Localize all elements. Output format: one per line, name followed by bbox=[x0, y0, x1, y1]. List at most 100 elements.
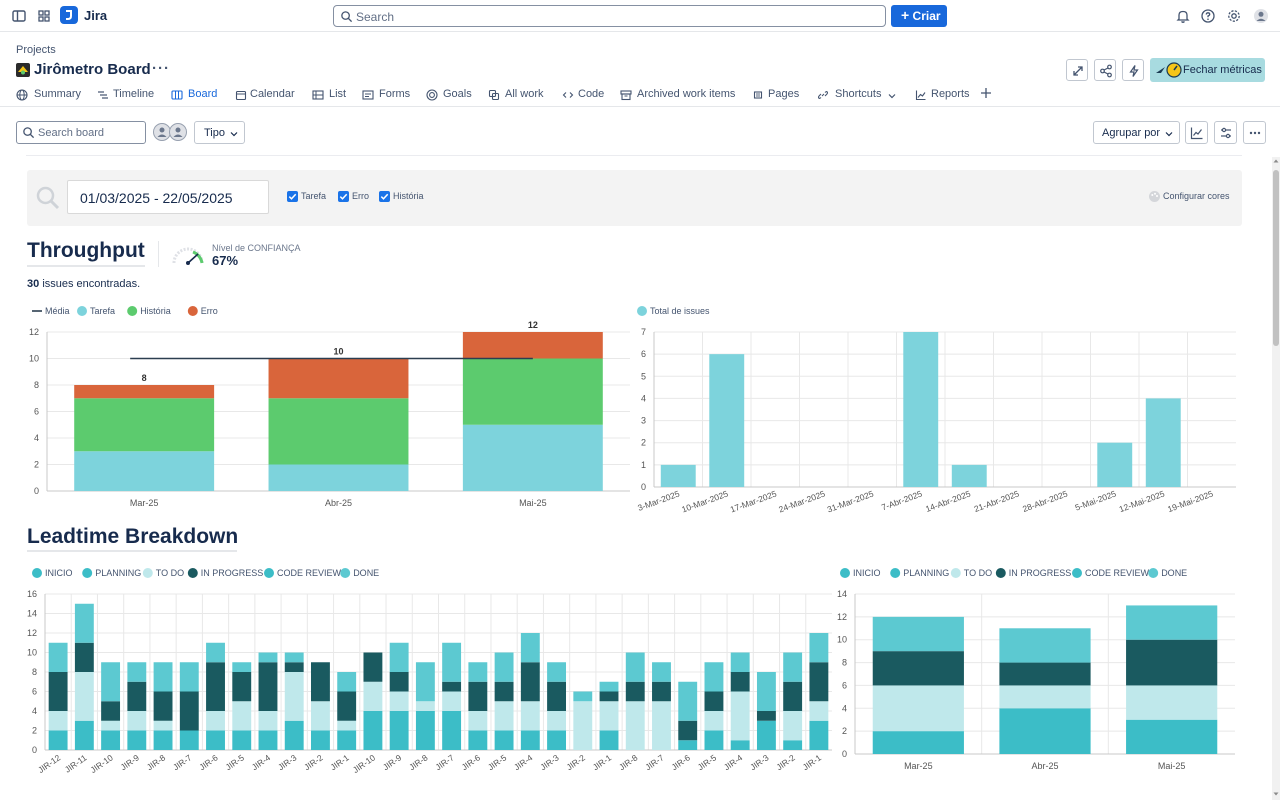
bar-segment bbox=[573, 691, 593, 702]
search-board-input[interactable]: Search board bbox=[16, 121, 146, 144]
bar-segment bbox=[520, 730, 540, 750]
legend-label: DONE bbox=[1161, 568, 1187, 578]
legend-swatch bbox=[77, 306, 87, 316]
bar-segment bbox=[153, 662, 173, 692]
checkbox-tarefa[interactable] bbox=[287, 191, 298, 202]
bar-segment bbox=[730, 691, 750, 741]
tipo-filter-button[interactable]: Tipo bbox=[194, 121, 245, 144]
global-search-input[interactable]: Search bbox=[333, 5, 886, 27]
date-range-input[interactable]: 01/03/2025 - 22/05/2025 bbox=[67, 180, 269, 214]
y-tick-label: 4 bbox=[34, 433, 39, 443]
bar-segment bbox=[599, 701, 619, 731]
scrollbar-thumb[interactable] bbox=[1273, 170, 1279, 346]
expand-icon bbox=[1073, 66, 1083, 76]
y-tick-label: 10 bbox=[29, 354, 39, 364]
settings-icon[interactable] bbox=[1226, 8, 1242, 24]
bar-segment bbox=[363, 681, 383, 711]
fechar-metricas-button[interactable]: Fechar métricas bbox=[1150, 58, 1265, 82]
bar-segment bbox=[494, 701, 514, 731]
x-tick-label: JIR-4 bbox=[722, 752, 745, 772]
app-switcher-icon[interactable] bbox=[36, 8, 52, 24]
legend-swatch bbox=[127, 306, 138, 316]
bar-segment bbox=[809, 720, 829, 750]
bar-segment bbox=[494, 681, 514, 702]
fechar-metricas-label: Fechar métricas bbox=[1183, 64, 1262, 76]
breadcrumb[interactable]: Projects bbox=[16, 44, 56, 56]
bar-segment bbox=[74, 642, 94, 672]
jira-logo-icon[interactable] bbox=[60, 6, 78, 24]
bar-segment bbox=[48, 642, 68, 672]
x-tick-label: 5-Mai-2025 bbox=[1074, 488, 1118, 512]
bar-segment bbox=[783, 681, 803, 711]
bar-segment bbox=[74, 672, 94, 721]
avatar[interactable] bbox=[169, 123, 187, 141]
check-icon bbox=[339, 193, 348, 200]
bar-segment bbox=[520, 701, 540, 731]
more-actions-button[interactable]: ··· bbox=[152, 60, 170, 77]
agrupar-por-button[interactable]: Agrupar por bbox=[1093, 121, 1180, 144]
fullscreen-button[interactable] bbox=[1066, 59, 1088, 81]
bar bbox=[1145, 398, 1181, 487]
y-tick-label: 0 bbox=[842, 749, 847, 759]
legend-swatch bbox=[264, 568, 274, 578]
bar-segment bbox=[268, 464, 409, 491]
share-button[interactable] bbox=[1094, 59, 1116, 81]
create-button[interactable]: + Criar bbox=[891, 5, 947, 27]
x-tick-label: Mai-25 bbox=[1158, 761, 1186, 771]
more-options-button[interactable] bbox=[1243, 121, 1266, 144]
agrupar-label: Agrupar por bbox=[1102, 127, 1161, 139]
y-tick-label: 12 bbox=[29, 327, 39, 337]
confidence-gauge-icon bbox=[172, 247, 204, 265]
scrollbar-track[interactable] bbox=[1272, 157, 1280, 800]
view-settings-button[interactable] bbox=[1214, 121, 1237, 144]
tab-label: Archived work items bbox=[637, 88, 736, 100]
automation-button[interactable] bbox=[1122, 59, 1144, 81]
bar-segment bbox=[599, 730, 619, 750]
y-tick-label: 8 bbox=[34, 380, 39, 390]
sidebar-toggle-icon[interactable] bbox=[11, 8, 27, 24]
bar-segment bbox=[48, 730, 68, 750]
x-tick-label: JIR-1 bbox=[328, 752, 351, 772]
checkbox-historia[interactable] bbox=[379, 191, 390, 202]
scroll-down-icon[interactable] bbox=[1272, 790, 1280, 798]
scroll-up-icon[interactable] bbox=[1272, 157, 1280, 165]
avatar[interactable] bbox=[153, 123, 171, 141]
legend-label: Total de issues bbox=[650, 306, 710, 316]
checkbox-erro[interactable] bbox=[338, 191, 349, 202]
bar-segment bbox=[547, 681, 566, 711]
bar-segment bbox=[652, 662, 671, 682]
notifications-icon[interactable] bbox=[1175, 8, 1191, 24]
bar-segment bbox=[232, 672, 252, 702]
divider bbox=[26, 155, 1242, 156]
chevron-down-icon bbox=[230, 132, 238, 137]
x-tick-label: 14-Abr-2025 bbox=[924, 488, 972, 514]
x-tick-label: JIR-3 bbox=[748, 752, 771, 772]
bar-segment bbox=[389, 691, 409, 711]
legend-label: Erro bbox=[201, 306, 218, 316]
x-tick-label: Mar-25 bbox=[130, 498, 159, 508]
add-tab-button[interactable] bbox=[979, 86, 993, 105]
tipo-label: Tipo bbox=[204, 127, 225, 139]
issues-count-text: 30 issues encontradas. bbox=[27, 278, 140, 290]
bar bbox=[951, 464, 987, 487]
bar-segment bbox=[872, 651, 964, 686]
bar-segment bbox=[127, 681, 147, 711]
palette-icon[interactable] bbox=[1148, 190, 1161, 203]
jirometro-logo-icon bbox=[1156, 62, 1182, 78]
bar-segment bbox=[999, 628, 1091, 663]
y-tick-label: 3 bbox=[641, 416, 646, 426]
legend-swatch bbox=[82, 568, 93, 578]
tab-label: Timeline bbox=[113, 88, 155, 100]
help-icon[interactable] bbox=[1200, 8, 1216, 24]
configurar-cores-link[interactable]: Configurar cores bbox=[1163, 191, 1230, 201]
board-icon bbox=[171, 90, 183, 100]
bar-segment bbox=[783, 740, 803, 750]
bar-segment bbox=[756, 711, 776, 721]
insights-button[interactable] bbox=[1185, 121, 1208, 144]
profile-icon[interactable] bbox=[1253, 8, 1269, 24]
calendar-icon bbox=[235, 90, 247, 101]
issues-count-suffix: issues encontradas. bbox=[42, 278, 141, 290]
bar-segment bbox=[462, 332, 603, 359]
more-icon bbox=[1249, 131, 1261, 135]
app-name[interactable]: Jira bbox=[84, 8, 108, 23]
